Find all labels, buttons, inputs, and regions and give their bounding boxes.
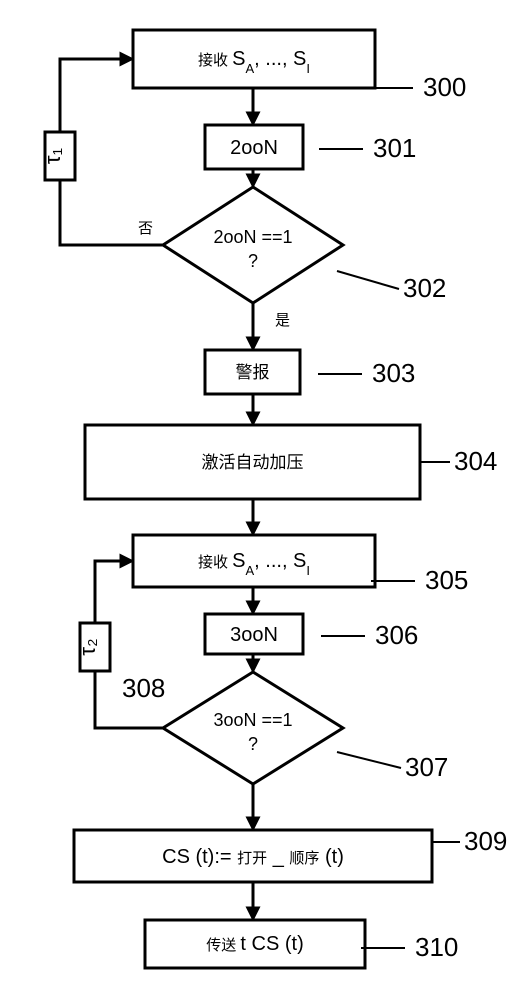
text: 2ooN ==1: [213, 227, 292, 247]
n310-text: 传送 t CS (t): [206, 933, 304, 955]
step-label: 303: [372, 358, 415, 388]
text: 激活自动加压: [202, 453, 304, 472]
text: ?: [248, 734, 258, 754]
text: 3ooN: [230, 624, 278, 646]
text: 是: [275, 312, 290, 329]
loop-label-1: τ₁: [40, 148, 65, 164]
flowchart-svg: 接收 SA, ..., SI 300 2ooN 301 2ooN ==1? 302 警报 30…: [0, 0, 522, 1000]
text: 2ooN: [230, 137, 278, 159]
text: 3ooN ==1: [213, 710, 292, 730]
label-leader: [337, 271, 399, 289]
step-label: 300: [423, 72, 466, 102]
text: 304: [454, 446, 497, 476]
loop-label-2: τ₂: [75, 638, 100, 655]
text: 307: [405, 752, 448, 782]
text: 309: [464, 826, 507, 856]
step-label: 305: [425, 565, 468, 595]
text: 警报: [236, 363, 270, 382]
label-leader: [337, 752, 401, 768]
step-label: 310: [415, 932, 458, 962]
text: 308: [122, 673, 165, 703]
n309-text: CS (t):= 打开 _ 顺序 (t): [162, 846, 344, 868]
text: 否: [138, 220, 153, 237]
text: 302: [403, 273, 446, 303]
step-label: 306: [375, 620, 418, 650]
n300-text: 接收 SA, ..., SI: [198, 48, 310, 76]
n305-text: 接收 SA, ..., SI: [198, 550, 310, 578]
step-label: 301: [373, 133, 416, 163]
text: ?: [248, 251, 258, 271]
